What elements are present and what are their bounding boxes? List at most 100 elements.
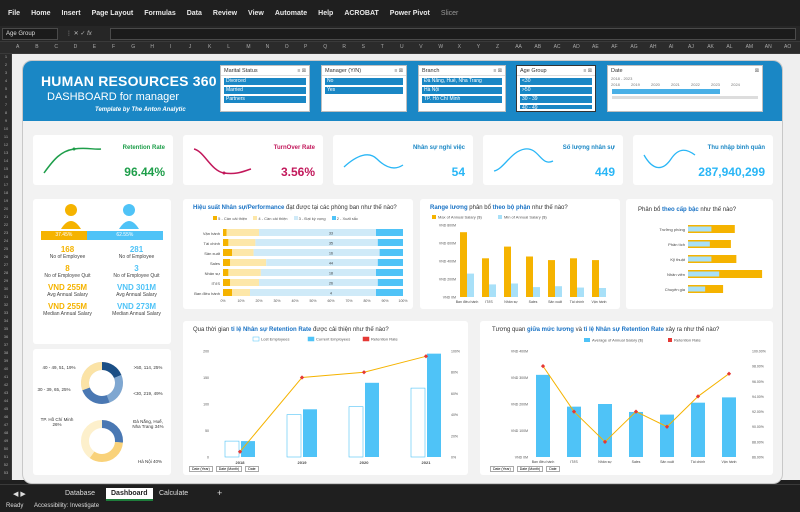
row-header[interactable]: 28 <box>3 270 9 275</box>
sheet-tab-database[interactable]: Database <box>65 490 95 497</box>
row-header[interactable]: 27 <box>3 262 9 267</box>
row-header[interactable]: 24 <box>3 238 9 243</box>
row-header[interactable]: 4 <box>4 78 8 83</box>
slicer-item[interactable]: <30 <box>520 78 592 85</box>
column-header[interactable]: G <box>131 44 136 50</box>
filter-icon[interactable]: ≡ ⊠ <box>394 68 404 74</box>
ribbon-tab-page-layout[interactable]: Page Layout <box>91 9 134 17</box>
column-header[interactable]: AI <box>668 44 674 50</box>
filter-icon[interactable]: ≡ ⊠ <box>297 68 307 74</box>
column-header[interactable]: T <box>380 44 384 50</box>
row-header[interactable]: 8 <box>4 110 8 115</box>
row-header[interactable]: 53 <box>3 470 9 475</box>
slicer-item[interactable]: >50 <box>520 87 592 94</box>
row-header[interactable]: 37 <box>3 342 9 347</box>
row-header[interactable]: 35 <box>3 326 9 331</box>
row-header[interactable]: 16 <box>3 174 9 179</box>
field-button[interactable]: Date (Year) <box>490 466 514 472</box>
column-header[interactable]: C <box>54 44 59 50</box>
row-header[interactable]: 14 <box>3 158 9 163</box>
add-sheet-icon[interactable]: + <box>217 488 223 498</box>
column-header[interactable]: X <box>457 44 461 50</box>
column-header[interactable]: R <box>342 44 347 50</box>
row-header[interactable]: 1 <box>4 54 8 59</box>
slicer-marital-status[interactable]: Marital Status ≡ ⊠ Divorced Married Partn… <box>220 65 310 112</box>
column-header[interactable]: AJ <box>688 44 694 50</box>
column-header[interactable]: M <box>246 44 251 50</box>
row-header[interactable]: 6 <box>4 94 8 99</box>
row-header[interactable]: 33 <box>3 310 9 315</box>
row-header[interactable]: 49 <box>3 438 9 443</box>
row-header[interactable]: 50 <box>3 446 9 451</box>
row-header[interactable]: 43 <box>3 390 9 395</box>
slicer-item[interactable]: Đà Nẵng, Huế, Nha Trang <box>422 78 502 85</box>
slicer-age-group[interactable]: Age Group ≡ ⊠ <30 >50 30 - 39 40 - 49 <box>516 65 596 112</box>
ribbon-tab-automate[interactable]: Automate <box>274 9 308 17</box>
row-header[interactable]: 23 <box>3 230 9 235</box>
slicer-item[interactable]: 30 - 39 <box>520 96 592 103</box>
column-header[interactable]: W <box>438 44 444 50</box>
slicer-item[interactable]: Hà Nội <box>422 87 502 94</box>
column-header[interactable]: V <box>419 44 423 50</box>
row-header[interactable]: 18 <box>3 190 9 195</box>
slicer-branch[interactable]: Branch ≡ ⊠ Đà Nẵng, Huế, Nha Trang Hà Nội… <box>418 65 506 112</box>
ribbon-tab-formulas[interactable]: Formulas <box>144 9 176 17</box>
ribbon-tab-view[interactable]: View <box>248 9 264 17</box>
row-header[interactable]: 31 <box>3 294 9 299</box>
column-header[interactable]: AK <box>707 44 714 50</box>
ribbon-tab-help[interactable]: Help <box>318 9 334 17</box>
column-header[interactable]: Z <box>496 44 500 50</box>
field-button[interactable]: Date (Month) <box>516 466 544 472</box>
row-header[interactable]: 41 <box>3 374 9 379</box>
fx-icon[interactable]: ⋮ ✕ ✓ fx <box>66 31 92 37</box>
row-header[interactable]: 22 <box>3 222 9 227</box>
row-header[interactable]: 30 <box>3 286 9 291</box>
row-header[interactable]: 34 <box>3 318 9 323</box>
row-header[interactable]: 42 <box>3 382 9 387</box>
row-header[interactable]: 2 <box>4 62 8 67</box>
column-header[interactable]: L <box>227 44 230 50</box>
ribbon-tab-data[interactable]: Data <box>186 9 202 17</box>
column-header[interactable]: I <box>169 44 171 50</box>
row-header[interactable]: 13 <box>3 150 9 155</box>
column-header[interactable]: H <box>150 44 155 50</box>
row-header[interactable]: 21 <box>3 214 9 219</box>
field-button[interactable]: Date (Month) <box>215 466 243 472</box>
column-header[interactable]: B <box>35 44 39 50</box>
row-header[interactable]: 15 <box>3 166 9 171</box>
column-header[interactable]: AL <box>726 44 733 50</box>
column-header[interactable]: AG <box>630 44 638 50</box>
row-header[interactable]: 7 <box>4 102 8 107</box>
formula-input[interactable] <box>110 27 796 40</box>
row-header[interactable]: 19 <box>3 198 9 203</box>
slicer-item[interactable]: TP. Hồ Chí Minh <box>422 96 502 103</box>
ribbon-tab-slicer[interactable]: Slicer <box>440 9 459 17</box>
column-header[interactable]: AN <box>764 44 772 50</box>
row-header[interactable]: 26 <box>3 254 9 259</box>
field-button[interactable]: Date <box>546 466 560 472</box>
row-header[interactable]: 11 <box>3 134 9 139</box>
slicer-item[interactable]: Partners <box>224 96 306 103</box>
row-header[interactable]: 38 <box>3 350 9 355</box>
row-header[interactable]: 45 <box>3 406 9 411</box>
column-header[interactable]: E <box>92 44 97 50</box>
tab-nav-icon[interactable]: ◀ ▶ <box>13 491 26 498</box>
column-header[interactable]: AO <box>784 44 792 50</box>
column-header[interactable]: P <box>304 44 308 50</box>
slicer-item[interactable]: Divorced <box>224 78 306 85</box>
filter-icon[interactable]: ≡ ⊠ <box>493 68 503 74</box>
sheet-tab-calculate[interactable]: Calculate <box>159 490 189 497</box>
name-box[interactable]: Age Group <box>2 27 58 40</box>
row-header[interactable]: 10 <box>3 126 9 131</box>
row-header[interactable]: 36 <box>3 334 9 339</box>
ribbon-tab-acrobat[interactable]: ACROBAT <box>344 9 379 17</box>
field-button[interactable]: Date (Year) <box>189 466 213 472</box>
ribbon-tab-home[interactable]: Home <box>31 9 51 17</box>
slicer-manager[interactable]: Manager (Y/N) ≡ ⊠ No Yes <box>321 65 407 112</box>
column-header[interactable]: S <box>361 44 365 50</box>
row-header[interactable]: 48 <box>3 430 9 435</box>
row-header[interactable]: 3 <box>4 70 8 75</box>
slicer-item[interactable]: 40 - 49 <box>520 105 592 109</box>
column-header[interactable]: AF <box>611 44 618 50</box>
row-header[interactable]: 29 <box>3 278 9 283</box>
